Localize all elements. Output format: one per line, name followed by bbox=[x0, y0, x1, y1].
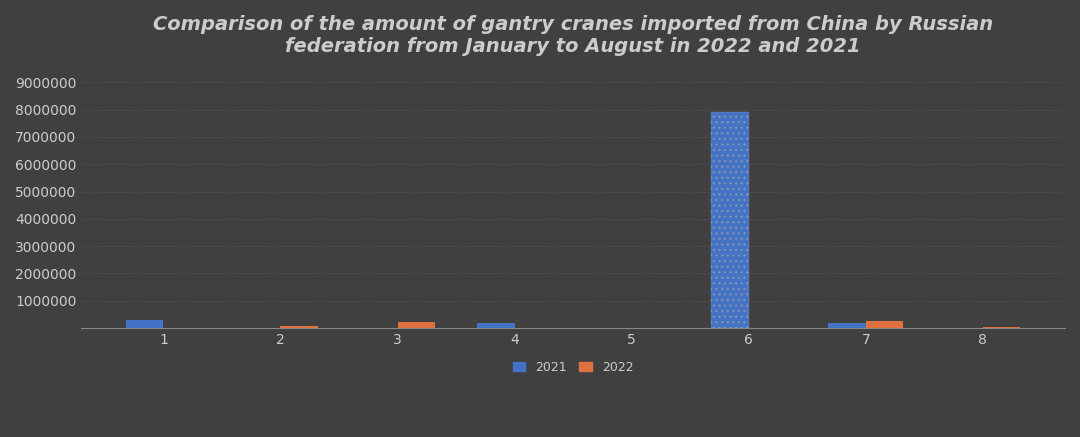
Bar bbox=[712, 112, 748, 328]
Bar bbox=[397, 322, 435, 328]
Bar bbox=[126, 320, 163, 328]
Bar bbox=[477, 323, 514, 328]
Bar bbox=[281, 326, 318, 328]
Title: Comparison of the amount of gantry cranes imported from China by Russian
federat: Comparison of the amount of gantry crane… bbox=[153, 15, 994, 56]
Legend: 2021, 2022: 2021, 2022 bbox=[508, 356, 638, 379]
Bar bbox=[828, 323, 866, 328]
Bar bbox=[712, 112, 748, 328]
Bar bbox=[866, 321, 903, 328]
Bar bbox=[983, 327, 1021, 328]
